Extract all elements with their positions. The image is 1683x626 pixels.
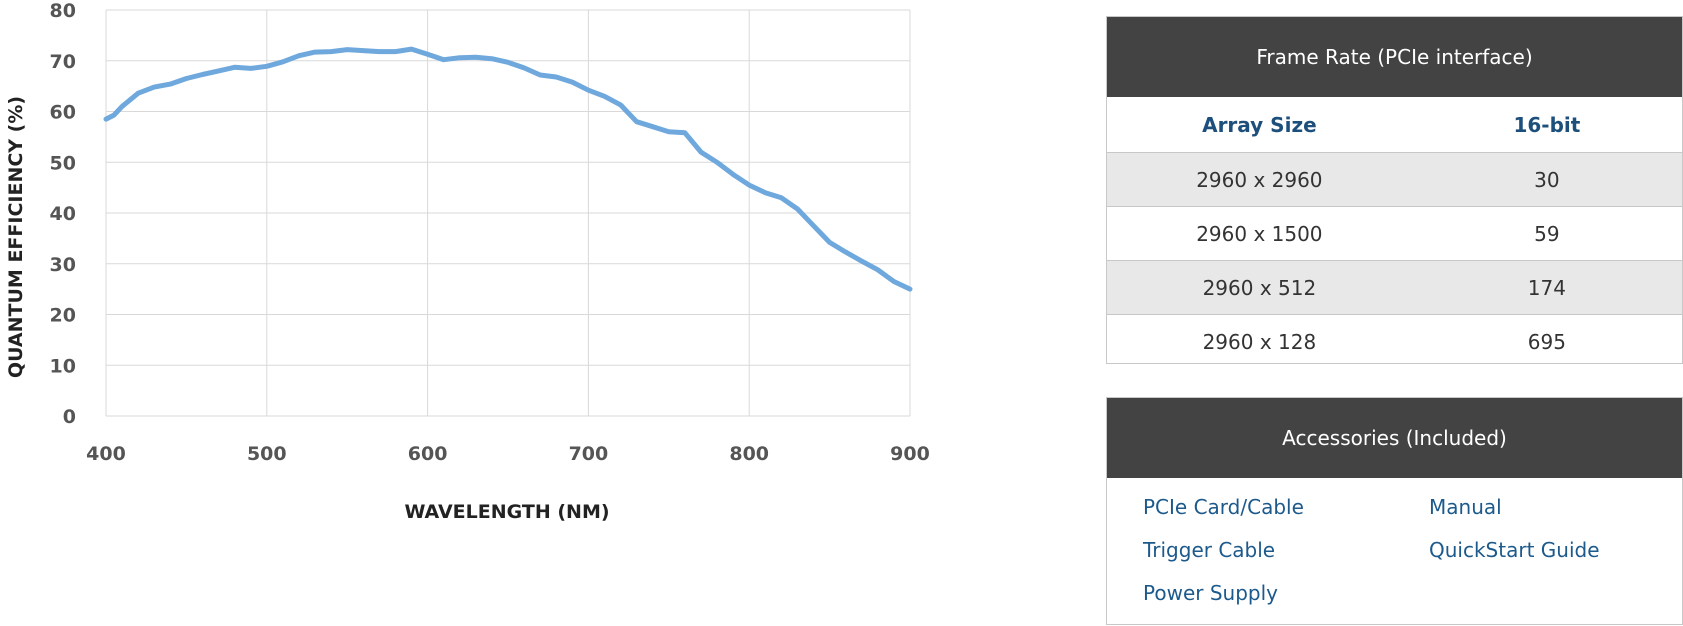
fps-cell: 59: [1411, 206, 1682, 261]
fps-cell: 695: [1411, 314, 1682, 368]
accessory-item: Manual: [1429, 495, 1502, 519]
fps-cell: 174: [1411, 260, 1682, 315]
array-size-cell: 2960 x 2960: [1107, 152, 1412, 207]
frame-rate-title: Frame Rate (PCIe interface): [1107, 17, 1682, 97]
table-row: 2960 x 1500 59: [1107, 206, 1682, 261]
y-tick-label: 10: [50, 355, 76, 377]
x-tick-label: 600: [408, 443, 448, 465]
fps-cell: 30: [1411, 152, 1682, 207]
y-tick-label: 60: [50, 102, 76, 124]
frame-rate-panel: Frame Rate (PCIe interface) Array Size 1…: [1106, 16, 1683, 368]
array-size-cell: 2960 x 128: [1107, 314, 1412, 368]
quantum-efficiency-chart: 0 10 20 30 40 50 60 70 80 400 500 600 700 800 900 WAVE…: [5, 0, 930, 523]
table-row: 2960 x 128 695: [1107, 314, 1682, 368]
array-size-cell: 2960 x 1500: [1107, 206, 1412, 261]
chart-ticks: 0 10 20 30 40 50 60 70 80 400 500 600 700 800 900: [50, 0, 930, 465]
y-tick-label: 50: [50, 152, 76, 174]
table-row: 2960 x 2960 30: [1107, 152, 1682, 207]
y-tick-label: 0: [63, 406, 76, 428]
array-size-cell: 2960 x 512: [1107, 260, 1412, 315]
y-axis-title: QUANTUM EFFICIENCY (%): [5, 96, 27, 378]
x-tick-label: 900: [890, 443, 930, 465]
x-axis-title: WAVELENGTH (NM): [404, 501, 609, 523]
x-tick-label: 700: [569, 443, 609, 465]
accessory-item: QuickStart Guide: [1429, 538, 1600, 562]
accessories-title: Accessories (Included): [1107, 398, 1682, 478]
x-tick-label: 500: [247, 443, 287, 465]
chart-grid: [105, 9, 911, 417]
frame-rate-table: Array Size 16-bit 2960 x 2960 30 2960 x …: [1107, 97, 1682, 368]
table-row: 2960 x 512 174: [1107, 260, 1682, 315]
qe-series-line: [103, 46, 913, 292]
accessory-item: Trigger Cable: [1143, 538, 1276, 562]
header-array-size: Array Size: [1202, 112, 1317, 137]
accessories-panel: Accessories (Included) PCIe Card/Cable M…: [1106, 397, 1683, 625]
accessory-item: Power Supply: [1143, 581, 1278, 605]
y-tick-label: 80: [50, 0, 76, 22]
y-tick-label: 30: [50, 254, 76, 276]
x-tick-label: 400: [86, 443, 126, 465]
x-tick-label: 800: [729, 443, 769, 465]
header-16bit: 16-bit: [1513, 112, 1581, 137]
y-tick-label: 20: [50, 305, 76, 327]
y-tick-label: 70: [50, 51, 76, 73]
accessory-item: PCIe Card/Cable: [1143, 495, 1304, 519]
y-tick-label: 40: [50, 203, 76, 225]
